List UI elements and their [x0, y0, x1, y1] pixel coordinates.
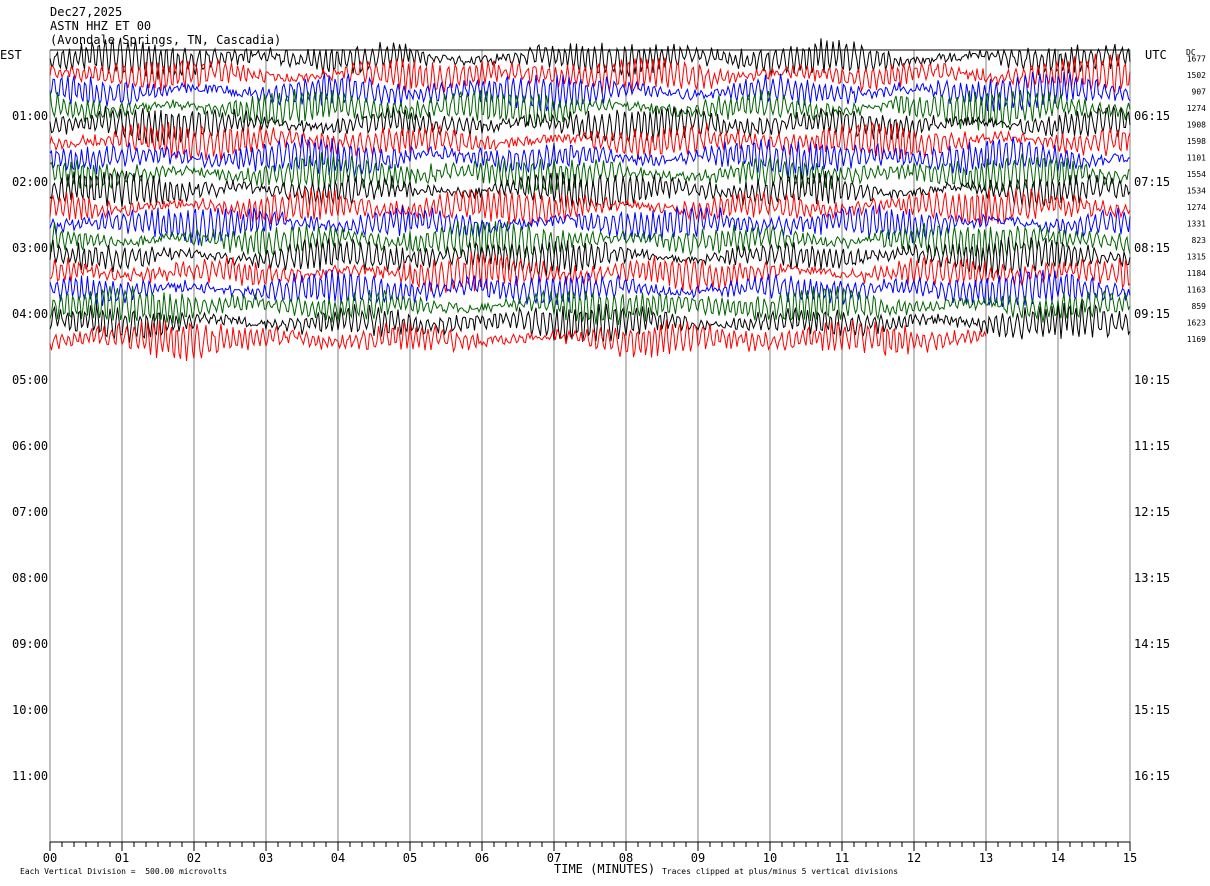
left-timezone-label: EST: [0, 48, 22, 62]
seismic-trace: [49, 204, 1131, 246]
dc-labels: 1677 1502 907 1274 1908 1598 1101 1554 1534 1274 1…: [1187, 54, 1206, 344]
dc-offset-label: 1554: [1187, 170, 1206, 179]
utc-hour-label: 11:15: [1134, 439, 1170, 453]
utc-hour-label: 10:15: [1134, 373, 1170, 387]
est-hour-label: 02:00: [12, 175, 48, 189]
x-tick-label: 07: [547, 851, 561, 865]
utc-hour-label: 07:15: [1134, 175, 1170, 189]
est-hour-label: 09:00: [12, 637, 48, 651]
x-tick-label: 05: [403, 851, 417, 865]
est-hour-label: 05:00: [12, 373, 48, 387]
utc-hour-label: 13:15: [1134, 571, 1170, 585]
x-tick-label: 00: [43, 851, 57, 865]
utc-hour-label: 14:15: [1134, 637, 1170, 651]
est-hour-label: 08:00: [12, 571, 48, 585]
seismic-traces: [49, 37, 1131, 361]
right-timezone-label: UTC: [1145, 48, 1167, 62]
est-hour-label: 06:00: [12, 439, 48, 453]
dc-offset-label: 1502: [1187, 71, 1206, 80]
seismic-trace: [49, 188, 1131, 227]
dc-offset-label: 1274: [1187, 203, 1206, 212]
clip-note: Traces clipped at plus/minus 5 vertical …: [662, 867, 899, 876]
seismic-trace: [49, 319, 987, 361]
seismic-trace: [49, 134, 1131, 180]
x-tick-label: 11: [835, 851, 849, 865]
est-hour-label: 07:00: [12, 505, 48, 519]
dc-offset-label: 907: [1192, 87, 1207, 96]
x-tick-label: 06: [475, 851, 489, 865]
x-tick-label: 14: [1051, 851, 1065, 865]
x-tick-label: 03: [259, 851, 273, 865]
x-tick-label: 04: [331, 851, 345, 865]
dc-offset-label: 823: [1192, 236, 1207, 245]
scale-note: Each Vertical Division = 500.00 microvol…: [20, 867, 228, 876]
dc-offset-label: 1534: [1187, 186, 1206, 195]
seismic-trace: [49, 106, 1131, 146]
dc-offset-label: 1274: [1187, 104, 1206, 113]
x-tick-label: 13: [979, 851, 993, 865]
est-hour-label: 10:00: [12, 703, 48, 717]
station-location: (Avondale Springs, TN, Cascadia): [50, 33, 282, 47]
utc-hour-label: 16:15: [1134, 769, 1170, 783]
utc-hour-label: 12:15: [1134, 505, 1170, 519]
dc-offset-label: 1101: [1187, 153, 1206, 162]
dc-offset-label: 859: [1192, 302, 1207, 311]
seismic-trace: [49, 221, 1131, 261]
seismic-trace: [49, 53, 1131, 94]
recording-date: Dec27,2025: [50, 5, 123, 19]
x-tick-label: 09: [691, 851, 705, 865]
dc-offset-label: 1623: [1187, 318, 1206, 327]
utc-hour-label: 15:15: [1134, 703, 1170, 717]
x-tick-label: 10: [763, 851, 777, 865]
seismic-trace: [49, 89, 1131, 131]
x-axis-title: TIME (MINUTES): [554, 862, 656, 876]
seismic-trace: [49, 285, 1131, 325]
x-tick-label: 12: [907, 851, 921, 865]
dc-offset-label: 1315: [1187, 252, 1206, 261]
time-axis: 00 01 02 03 04 05 06 07 08 09 10 11 12 13 14 15: [43, 841, 1137, 865]
est-hour-label: 11:00: [12, 769, 48, 783]
seismic-trace: [49, 37, 1131, 80]
x-tick-label: 02: [187, 851, 201, 865]
seismic-trace: [49, 121, 1131, 162]
seismic-trace: [49, 237, 1131, 278]
est-hour-label: 03:00: [12, 241, 48, 255]
utc-hour-label: 08:15: [1134, 241, 1170, 255]
dc-header: DC: [1186, 48, 1196, 57]
x-tick-label: 08: [619, 851, 633, 865]
x-tick-label: 01: [115, 851, 129, 865]
dc-offset-label: 1331: [1187, 219, 1206, 228]
seismic-trace: [49, 71, 1131, 112]
est-hour-label: 01:00: [12, 109, 48, 123]
dc-offset-label: 1908: [1187, 120, 1206, 129]
x-tick-label: 15: [1123, 851, 1137, 865]
seismic-trace: [49, 152, 1131, 195]
utc-hour-label: 06:15: [1134, 109, 1170, 123]
dc-offset-label: 1163: [1187, 285, 1206, 294]
utc-hour-label: 09:15: [1134, 307, 1170, 321]
hour-labels: 01:00 02:00 03:00 04:00 05:00 06:00 07:00 08:00…: [12, 109, 1170, 783]
dc-offset-label: 1598: [1187, 137, 1206, 146]
dc-offset-label: 1677: [1187, 54, 1206, 63]
dc-offset-label: 1169: [1187, 335, 1206, 344]
seismic-trace: [49, 300, 1131, 343]
seismic-trace: [49, 269, 1131, 308]
est-hour-label: 04:00: [12, 307, 48, 321]
dc-offset-label: 1184: [1187, 269, 1206, 278]
seismic-trace: [49, 170, 1131, 211]
channel-id: ASTN HHZ ET 00: [50, 19, 152, 33]
